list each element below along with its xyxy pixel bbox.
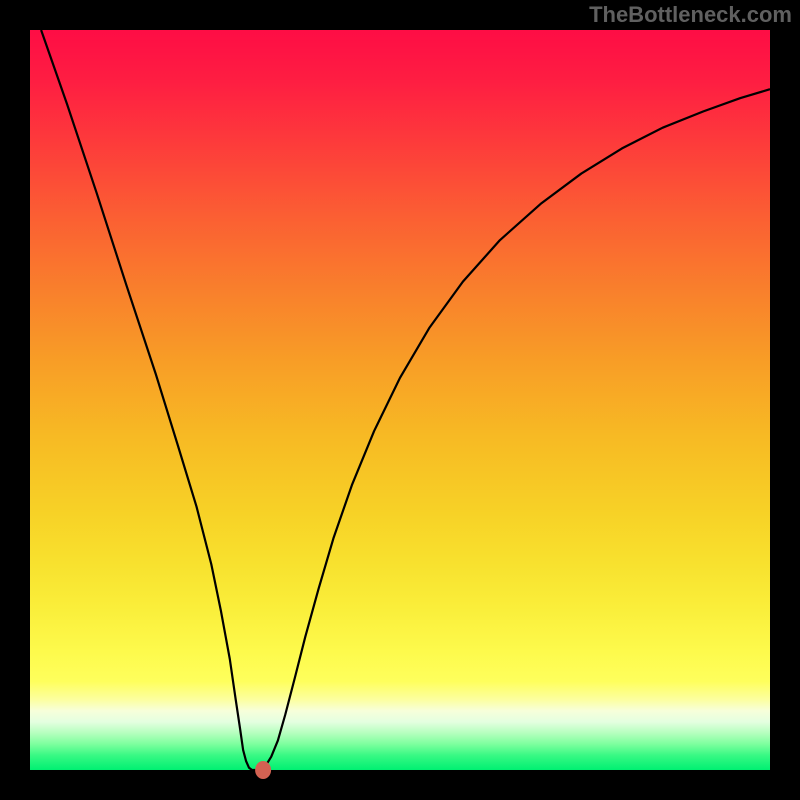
watermark-text: TheBottleneck.com [589, 2, 792, 28]
bottleneck-chart [0, 0, 800, 800]
chart-container: { "meta": { "watermark": "TheBottleneck.… [0, 0, 800, 800]
optimal-point-marker [255, 761, 271, 779]
gradient-background [30, 30, 770, 770]
